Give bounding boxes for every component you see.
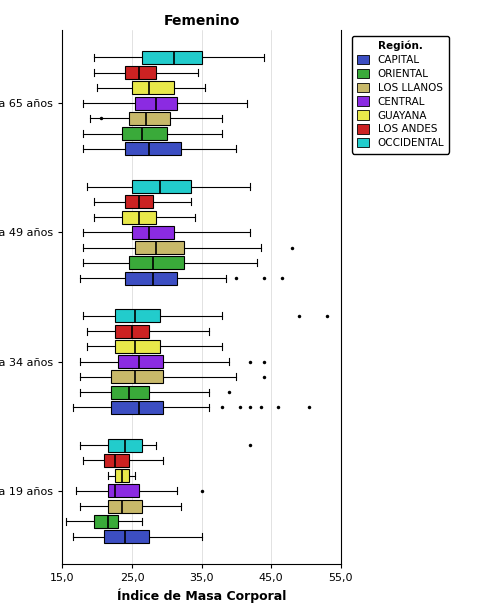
Bar [104,530,149,543]
Bar [118,355,163,368]
Bar [111,370,163,383]
Bar [125,142,180,155]
Bar [115,325,149,338]
Bar [108,499,143,513]
Bar [121,211,156,224]
Bar [125,271,177,285]
Bar [129,256,184,269]
Bar [115,340,160,353]
Bar [132,180,191,193]
Title: Femenino: Femenino [163,14,240,28]
Bar [111,385,149,399]
Legend: CAPITAL, ORIENTAL, LOS LLANOS, CENTRAL, GUAYANA, LOS ANDES, OCCIDENTAL: CAPITAL, ORIENTAL, LOS LLANOS, CENTRAL, … [351,36,449,153]
Bar [104,454,129,467]
Bar [111,401,163,414]
Bar [115,469,129,482]
Bar [135,96,177,110]
Bar [125,66,156,79]
Bar [108,484,139,498]
Bar [94,515,118,528]
Bar [121,127,167,140]
Bar [132,226,174,239]
Bar [108,439,143,451]
Bar [125,195,153,208]
Bar [143,51,202,64]
Bar [135,241,184,254]
X-axis label: Índice de Masa Corporal: Índice de Masa Corporal [117,588,286,602]
Bar [129,112,170,125]
Bar [132,81,174,95]
Bar [115,309,160,322]
